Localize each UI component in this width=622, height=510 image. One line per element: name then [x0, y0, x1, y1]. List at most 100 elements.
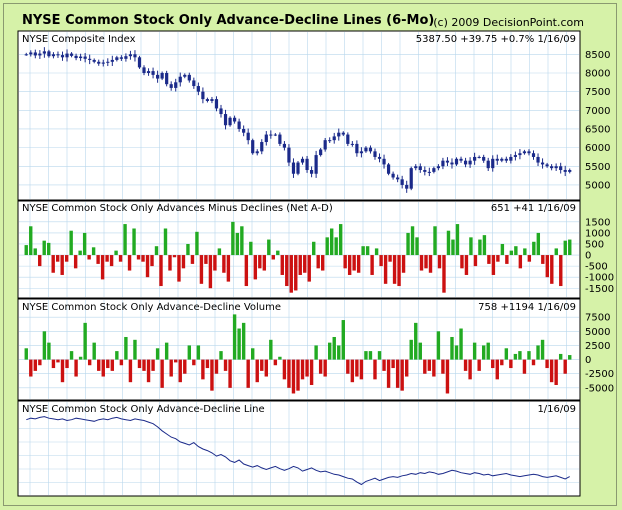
advance-bar — [237, 328, 241, 360]
candle-body — [192, 80, 196, 87]
candle-body — [509, 156, 513, 161]
decline-bar — [205, 359, 210, 369]
decline-bar — [550, 255, 554, 284]
advance-bar — [486, 342, 490, 360]
y-tick-label: 1000 — [585, 228, 610, 239]
decline-bar — [142, 359, 146, 371]
candle-body — [92, 59, 96, 62]
advance-bar — [249, 241, 253, 256]
decline-bar — [60, 359, 65, 383]
advance-bar — [332, 336, 336, 360]
decline-bar — [246, 359, 250, 388]
decline-bar — [379, 255, 383, 267]
decline-bar — [60, 255, 64, 275]
advance-bar — [42, 331, 47, 360]
decline-bar — [223, 359, 228, 371]
candle-body — [459, 158, 463, 161]
candle-body — [559, 166, 563, 171]
decline-bar — [518, 255, 523, 269]
decline-bar — [432, 359, 436, 377]
advance-bar — [554, 248, 558, 256]
decline-bar — [309, 359, 314, 386]
panel-title: NYSE Common Stock Only Advances Minus De… — [22, 203, 333, 214]
candle-body — [133, 54, 137, 58]
advance-bar — [377, 351, 382, 360]
advance-bar — [240, 226, 244, 256]
decline-bar — [141, 255, 145, 262]
advance-bar — [92, 342, 96, 360]
panel-background — [17, 400, 581, 497]
candle-body — [42, 51, 46, 54]
candle-body — [51, 54, 56, 57]
decline-bar — [352, 255, 356, 271]
decline-bar — [253, 255, 258, 280]
advance-bar — [451, 239, 455, 256]
advance-bar — [278, 356, 282, 360]
advance-bar — [276, 250, 280, 256]
advance-bar — [42, 240, 46, 256]
advance-bar — [114, 250, 118, 256]
decline-bar — [383, 255, 388, 284]
candle-body — [56, 54, 60, 56]
decline-bar — [226, 255, 231, 282]
decline-bar — [178, 359, 182, 383]
advance-bar — [518, 351, 522, 360]
decline-bar — [296, 359, 300, 391]
candle-body — [178, 76, 182, 83]
y-tick-label: 8500 — [585, 50, 610, 61]
advance-bar — [217, 248, 222, 256]
candle-body — [137, 57, 142, 68]
decline-bar — [285, 255, 289, 287]
candle-body — [142, 67, 146, 73]
decline-bar — [110, 359, 115, 371]
advance-bar — [235, 232, 240, 256]
candle-body — [38, 53, 42, 56]
decline-bar — [460, 255, 464, 269]
decline-bar — [343, 255, 347, 269]
advance-bar — [509, 250, 514, 256]
candle-body — [491, 158, 495, 169]
decline-bar — [271, 255, 275, 260]
advance-bar — [410, 226, 415, 256]
panel-title: NYSE Composite Index — [22, 34, 136, 45]
decline-bar — [87, 359, 92, 366]
advance-bar — [341, 320, 345, 360]
advance-bar — [433, 226, 437, 256]
decline-bar — [150, 255, 154, 267]
y-tick-label: 0 — [585, 251, 591, 262]
candle-body — [323, 140, 327, 150]
advance-bar — [24, 245, 28, 256]
advance-bar — [523, 248, 527, 256]
advance-bar — [91, 247, 96, 256]
decline-bar — [559, 255, 563, 287]
candle-body — [463, 160, 468, 165]
decline-bar — [419, 255, 424, 271]
candle-body — [33, 52, 37, 56]
decline-bar — [464, 255, 469, 275]
candle-body — [60, 55, 65, 58]
decline-bar — [391, 359, 395, 369]
advance-bar — [186, 243, 190, 256]
candle-body — [504, 158, 508, 161]
decline-bar — [201, 359, 205, 380]
candle-body — [29, 52, 33, 55]
decline-bar — [97, 359, 101, 371]
candle-body — [536, 156, 540, 163]
decline-bar — [423, 359, 427, 374]
advance-bar — [513, 353, 518, 360]
candle-body — [183, 74, 187, 77]
advance-bar — [455, 224, 460, 256]
candle-body — [156, 74, 160, 79]
decline-bar — [294, 255, 298, 291]
decline-bar — [491, 359, 495, 369]
advance-bar — [329, 228, 334, 256]
decline-bar — [509, 359, 513, 369]
advance-bar — [155, 348, 160, 360]
candle-body — [513, 155, 517, 157]
candle-body — [251, 140, 255, 154]
decline-bar — [370, 255, 374, 275]
candle-body — [146, 71, 151, 73]
advance-bar — [568, 355, 572, 360]
advance-bar — [368, 351, 373, 360]
candle-body — [300, 158, 305, 163]
